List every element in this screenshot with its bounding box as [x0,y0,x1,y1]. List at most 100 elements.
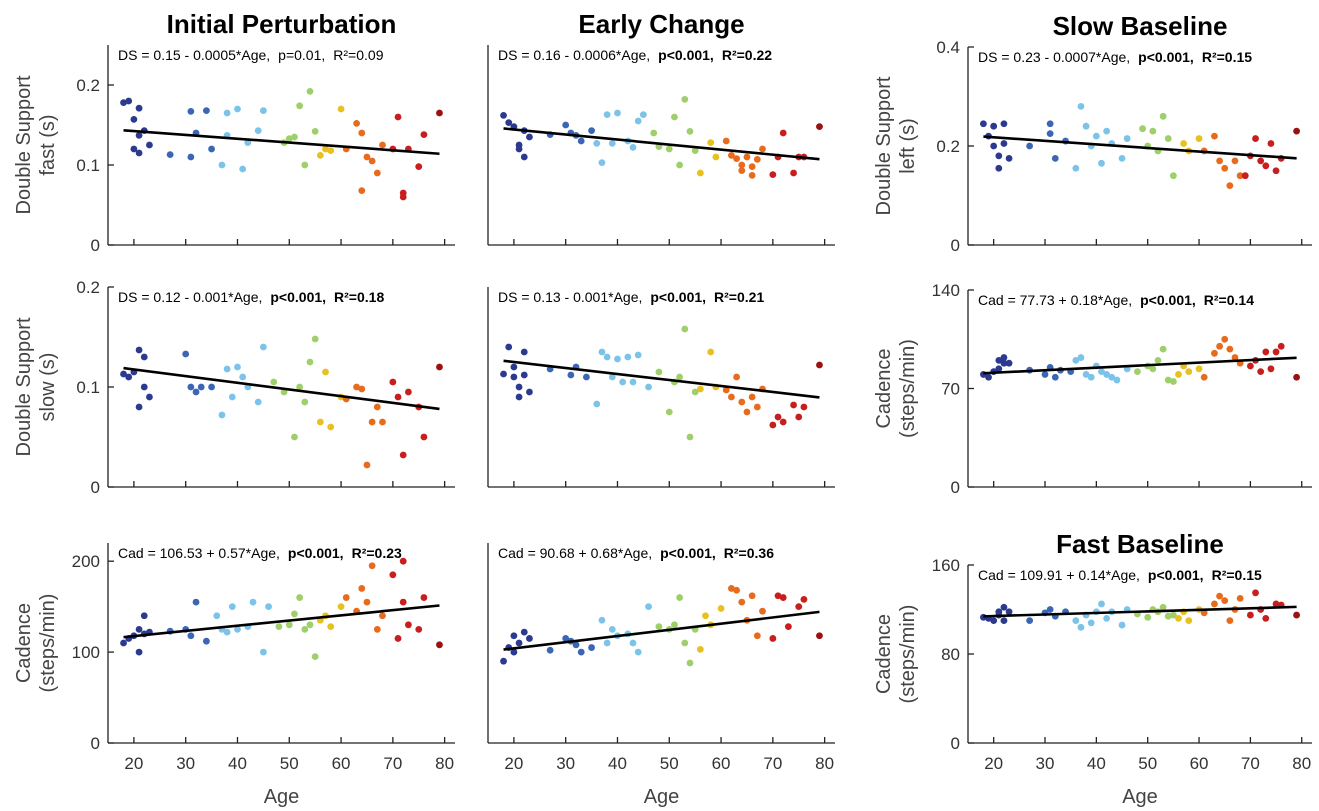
data-point [1149,365,1157,373]
data-point [363,598,371,606]
data-point [187,108,195,115]
panel-4: Double Support slow (s) 0 0.1 0.2 DS = 0.12 -… [13,278,455,497]
x-tick-label: 70 [383,754,402,773]
data-point [681,639,689,647]
data-point [1216,157,1223,165]
data-point [327,423,335,431]
y-axis-label: Double Support [873,76,895,215]
annotation-r-squared: R²=0.15 [1212,567,1262,583]
data-point [562,121,570,129]
data-point [1262,162,1270,170]
data-point [311,127,319,135]
data-point [213,612,221,620]
data-point [995,365,1003,373]
data-point [691,388,699,396]
data-point [520,348,528,356]
data-point [795,413,803,421]
data-point [1257,368,1265,376]
x-tick-label: 50 [1138,754,1157,773]
data-point [629,144,637,151]
data-point [1005,608,1013,616]
data-point [510,632,518,640]
data-point [146,141,153,149]
data-point [265,603,272,611]
data-point [379,418,386,426]
y-axis-label: Cadence [873,348,895,428]
data-point [1226,182,1234,190]
data-point [1159,603,1167,611]
annotation-formula: DS = 0.12 - 0.001*Age, [118,289,262,305]
data-point [337,603,345,611]
data-point [394,635,402,642]
data-point [234,363,241,371]
y-axis-label: (steps/min) [897,339,919,438]
data-point [1154,356,1162,364]
data-point [608,373,616,381]
data-point [510,373,518,381]
data-point [702,612,709,620]
data-point [696,385,704,393]
data-point [1046,130,1054,138]
data-point [234,625,241,633]
data-point [546,646,554,654]
data-point [655,623,663,631]
data-point [146,393,153,401]
data-point [363,461,371,469]
data-point [1077,354,1085,361]
data-point [1159,345,1167,353]
data-point [769,635,777,642]
panel-title: Initial Perturbation [167,9,397,39]
data-point [1272,348,1280,356]
data-point [1236,594,1244,602]
data-point [120,370,127,378]
data-point [1041,371,1049,378]
annotation-formula: DS = 0.13 - 0.001*Age, [498,289,642,305]
data-point [1236,172,1244,180]
regression-annotation: DS = 0.23 - 0.0007*Age, p<0.001, R²=0.15 [978,49,1252,65]
data-point [707,139,715,147]
x-tick-label: 80 [1292,754,1311,773]
data-point [285,135,293,143]
data-point [316,418,324,426]
data-point [1211,132,1218,140]
data-point [515,393,523,401]
x-tick-label: 30 [1036,754,1055,773]
data-point [1113,376,1121,384]
x-tick-label: 60 [332,754,351,773]
data-point [311,335,319,343]
data-point [239,165,247,173]
data-point [1211,349,1218,357]
data-point [753,156,761,163]
panel-7: Cadence (steps/min) Age 0 100 200 20 30 40 50 60 70… [13,543,455,808]
data-point [1077,623,1085,631]
data-point [306,88,314,95]
data-point [671,113,678,121]
data-point [420,131,428,139]
data-point [665,145,673,153]
data-point [166,151,174,159]
regression-annotation: Cad = 109.91 + 0.14*Age, p<0.001, R²=0.15 [978,567,1262,583]
data-point [593,140,601,147]
data-point [1195,365,1203,373]
data-point [1231,157,1239,165]
data-point [1072,164,1080,172]
data-point [748,592,756,600]
regression-line [503,610,820,651]
x-tick-label: 40 [1087,754,1106,773]
data-point [738,598,746,606]
annotation-p-value: p<0.001, [660,545,716,561]
regression-line [503,359,820,399]
data-point [779,594,787,601]
y-tick-label: 0 [951,734,960,753]
data-point [665,408,673,416]
data-point [1272,167,1280,175]
data-point [728,393,735,401]
data-point [1169,172,1177,180]
data-point [990,122,998,130]
data-point [1103,371,1111,378]
regression-line [983,135,1297,160]
data-point [774,413,782,421]
data-point [1175,615,1182,622]
data-point [567,371,575,379]
y-tick-label: 0 [91,478,100,497]
